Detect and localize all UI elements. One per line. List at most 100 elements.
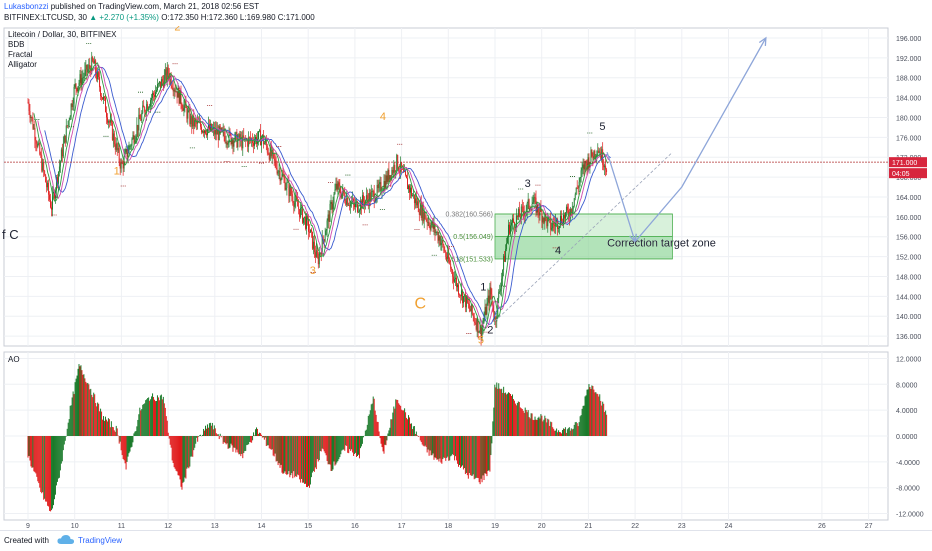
ao-histogram-bar	[241, 436, 242, 454]
ao-histogram-bar	[400, 406, 401, 436]
candle-body	[335, 189, 336, 193]
author-link[interactable]: Lukasbonzzi	[4, 2, 48, 11]
candle-body	[183, 105, 184, 110]
ao-histogram-bar	[451, 436, 452, 456]
ao-histogram-bar	[551, 422, 552, 436]
candle-body	[552, 223, 553, 228]
ao-histogram-bar	[515, 404, 516, 436]
candle-body	[29, 103, 30, 111]
candle-body	[48, 183, 49, 195]
candle-body	[32, 118, 33, 129]
ao-histogram-bar	[416, 432, 417, 436]
ao-histogram-bar	[137, 420, 138, 436]
ao-histogram-bar	[594, 392, 595, 436]
candle-body	[584, 165, 585, 170]
ao-histogram-bar	[117, 428, 118, 436]
ao-histogram-bar	[267, 436, 268, 445]
candle-body	[414, 195, 415, 204]
candle-body	[333, 204, 334, 210]
candle-body	[311, 230, 312, 232]
ao-histogram-bar	[31, 436, 32, 468]
candle-body	[101, 96, 102, 97]
candle-body	[282, 174, 283, 179]
tradingview-brand[interactable]: TradingView	[78, 536, 122, 545]
candle-body	[42, 162, 43, 170]
ao-histogram-bar	[219, 436, 220, 439]
ao-histogram-bar	[359, 436, 360, 458]
ao-histogram-bar	[70, 406, 71, 436]
ao-histogram-bar	[489, 436, 490, 472]
ao-histogram-bar	[539, 418, 540, 436]
candle-body	[515, 227, 516, 228]
ao-histogram-bar	[279, 436, 280, 463]
ao-histogram-bar	[270, 436, 271, 449]
candle-body	[47, 183, 48, 187]
candle-body	[591, 150, 592, 156]
candle-body	[120, 162, 121, 169]
candle-body	[387, 170, 388, 182]
candle-body	[38, 143, 39, 144]
ao-histogram-bar	[519, 402, 520, 436]
ao-histogram-bar	[480, 436, 481, 484]
ao-histogram-bar	[82, 375, 83, 436]
ao-histogram-bar	[148, 397, 149, 436]
ao-histogram-bar	[601, 406, 602, 436]
ao-histogram-bar	[575, 422, 576, 436]
candle-body	[53, 192, 54, 193]
last-price-value: 171.000	[892, 160, 917, 167]
ao-histogram-bar	[146, 399, 147, 436]
wave-label-white: 3	[525, 178, 531, 190]
ao-histogram-bar	[371, 404, 372, 436]
price-chart[interactable]: 196.000192.000188.000184.000180.000176.0…	[0, 26, 932, 530]
candle-body	[450, 264, 451, 269]
ao-histogram-bar	[537, 418, 538, 436]
ao-histogram-bar	[418, 436, 419, 437]
ao-histogram-bar	[448, 436, 449, 461]
ao-histogram-bar	[209, 423, 210, 436]
candle-body	[227, 142, 228, 144]
ao-histogram-bar	[332, 436, 333, 469]
candle-body	[436, 232, 437, 233]
ao-histogram-bar	[513, 399, 514, 436]
ao-histogram-bar	[195, 436, 196, 444]
ao-histogram-bar	[389, 428, 390, 436]
candle-body	[319, 254, 320, 264]
ao-histogram-bar	[350, 436, 351, 451]
ao-histogram-bar	[319, 436, 320, 460]
ao-histogram-bar	[516, 405, 517, 436]
ao-histogram-bar	[221, 436, 222, 437]
ao-histogram-bar	[218, 434, 219, 436]
candle-body	[463, 296, 464, 303]
ao-histogram-bar	[61, 436, 62, 464]
ao-histogram-bar	[472, 436, 473, 476]
candle-body	[592, 156, 593, 158]
price-tick-label: 152.000	[896, 255, 921, 262]
candle-body	[452, 270, 453, 277]
candle-body	[143, 105, 144, 107]
candle-body	[574, 198, 575, 206]
ao-histogram-bar	[417, 435, 418, 436]
ao-histogram-bar	[160, 395, 161, 436]
candle-body	[37, 144, 38, 147]
candle-body	[128, 153, 129, 157]
ao-histogram-bar	[525, 408, 526, 436]
candle-body	[249, 137, 250, 138]
ao-histogram-bar	[369, 414, 370, 436]
candle-body	[469, 304, 470, 309]
ao-histogram-bar	[503, 387, 504, 436]
ao-histogram-bar	[321, 436, 322, 451]
candle-body	[310, 230, 311, 233]
ao-histogram-bar	[194, 436, 195, 448]
ao-histogram-bar	[426, 436, 427, 447]
ao-histogram-bar	[405, 412, 406, 436]
ao-histogram-bar	[432, 436, 433, 455]
ao-histogram-bar	[215, 428, 216, 436]
candle-body	[112, 123, 113, 140]
candle-body	[575, 194, 576, 198]
ao-histogram-bar	[564, 429, 565, 436]
ao-histogram-bar	[207, 424, 208, 436]
candle-body	[219, 126, 220, 140]
ao-histogram-bar	[206, 429, 207, 436]
ao-histogram-bar	[512, 394, 513, 436]
